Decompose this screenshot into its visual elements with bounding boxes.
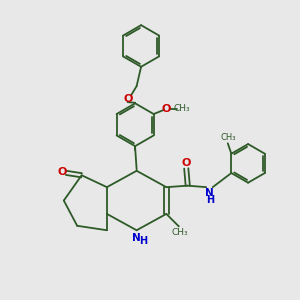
Text: H: H: [140, 236, 148, 246]
Text: N: N: [132, 233, 140, 243]
Text: O: O: [57, 167, 66, 177]
Text: N: N: [206, 188, 214, 197]
Text: H: H: [206, 195, 214, 205]
Text: O: O: [123, 94, 132, 103]
Text: O: O: [182, 158, 191, 168]
Text: CH₃: CH₃: [171, 228, 188, 237]
Text: CH₃: CH₃: [220, 133, 236, 142]
Text: O: O: [161, 104, 171, 114]
Text: CH₃: CH₃: [173, 104, 190, 113]
